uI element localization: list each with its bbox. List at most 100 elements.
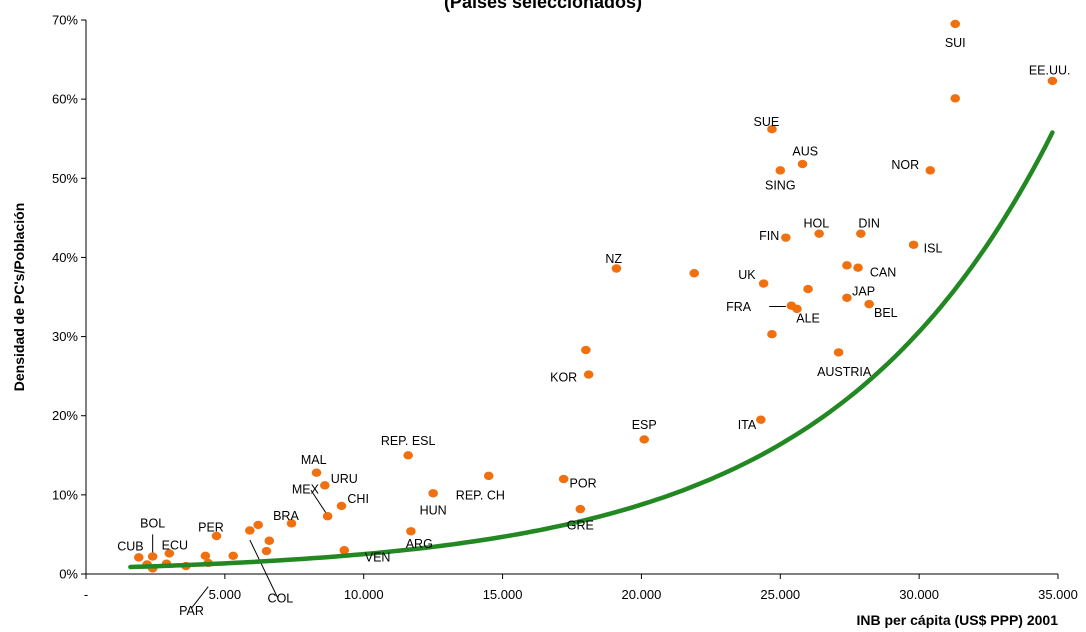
y-tick-label: 0% bbox=[59, 567, 78, 582]
data-point bbox=[253, 520, 263, 530]
leader-line bbox=[191, 586, 209, 609]
point-label: BRA bbox=[273, 509, 299, 523]
point-label: JAP bbox=[852, 284, 875, 298]
x-tick-label: 5.000 bbox=[209, 587, 242, 602]
data-point bbox=[403, 451, 413, 460]
data-point bbox=[856, 229, 866, 238]
point-label: FRA bbox=[726, 300, 752, 314]
point-label: AUSTRIA bbox=[817, 365, 872, 379]
y-tick-label: 70% bbox=[52, 13, 78, 28]
point-label: COL bbox=[268, 591, 294, 605]
point-label: CAN bbox=[870, 265, 896, 279]
y-tick-label: 10% bbox=[52, 487, 78, 502]
point-label: BEL bbox=[874, 306, 898, 320]
trend-line bbox=[128, 130, 1055, 570]
point-label: MEX bbox=[292, 482, 320, 496]
data-point bbox=[775, 166, 786, 175]
x-tick-label: 25.000 bbox=[760, 587, 800, 602]
data-point bbox=[322, 512, 333, 521]
leader-line bbox=[310, 489, 329, 516]
data-point bbox=[797, 159, 808, 169]
data-point bbox=[245, 526, 255, 535]
data-point bbox=[639, 435, 650, 444]
point-label: ECU bbox=[162, 538, 188, 552]
y-tick-label: 20% bbox=[52, 408, 78, 423]
point-label: AUS bbox=[792, 144, 818, 158]
point-label: SING bbox=[765, 178, 796, 192]
point-label: KOR bbox=[550, 371, 577, 385]
point-label: EE.UU. bbox=[1029, 64, 1071, 78]
data-points bbox=[133, 19, 1058, 573]
data-point bbox=[767, 125, 777, 134]
data-point bbox=[814, 229, 824, 238]
data-point bbox=[853, 263, 863, 272]
data-point bbox=[339, 546, 350, 555]
data-point bbox=[950, 19, 961, 29]
x-axis-title: INB per cápita (US$ PPP) 2001 bbox=[856, 612, 1058, 628]
point-label: ALE bbox=[796, 311, 820, 325]
point-label: REP. ESL bbox=[381, 434, 436, 448]
data-point bbox=[583, 370, 594, 379]
point-label: POR bbox=[570, 477, 597, 491]
leader-lines bbox=[152, 305, 786, 609]
point-label: ISL bbox=[924, 242, 943, 256]
data-point bbox=[558, 474, 569, 484]
data-point bbox=[211, 531, 222, 541]
data-point bbox=[228, 551, 238, 560]
y-tick-label: 40% bbox=[52, 250, 78, 265]
x-tick-label: 35.000 bbox=[1038, 587, 1078, 602]
data-point bbox=[133, 553, 144, 562]
data-point bbox=[767, 329, 777, 339]
data-point bbox=[842, 261, 852, 270]
point-label: NZ bbox=[605, 252, 622, 266]
data-point bbox=[758, 279, 769, 288]
data-point bbox=[792, 304, 802, 314]
x-tick-label: - bbox=[84, 587, 88, 602]
data-point bbox=[311, 468, 322, 477]
data-point bbox=[406, 527, 416, 536]
point-label: CUB bbox=[117, 539, 143, 553]
x-tick-label: 30.000 bbox=[899, 587, 939, 602]
y-axis-ticks: 0% 10% 20% 30% 40% 50% 60% 70% bbox=[52, 13, 86, 582]
data-point bbox=[261, 546, 272, 556]
point-label: MAL bbox=[301, 453, 327, 467]
point-label: ITA bbox=[738, 418, 757, 432]
x-tick-label: 15.000 bbox=[483, 587, 523, 602]
point-label: DIN bbox=[858, 216, 880, 230]
point-label: HOL bbox=[804, 216, 830, 230]
data-point bbox=[483, 471, 494, 481]
point-label: ESP bbox=[632, 418, 657, 432]
data-point bbox=[842, 293, 852, 302]
data-point bbox=[286, 519, 297, 528]
point-label: PAR bbox=[179, 604, 204, 618]
point-label: CHI bbox=[347, 492, 369, 506]
data-point bbox=[925, 166, 936, 175]
data-point bbox=[756, 415, 766, 424]
data-point bbox=[200, 551, 211, 560]
data-point bbox=[428, 489, 438, 498]
data-point bbox=[781, 233, 791, 242]
data-point bbox=[164, 549, 175, 558]
data-point bbox=[1047, 76, 1058, 86]
point-label: HUN bbox=[420, 504, 447, 518]
y-axis-title: Densidad de PC's/Población bbox=[11, 203, 27, 391]
x-axis-ticks: - 5.000 10.000 15.000 20.000 25.000 30.000 35.0… bbox=[84, 574, 1078, 602]
point-label: UK bbox=[738, 268, 756, 282]
data-point bbox=[611, 264, 622, 273]
data-point bbox=[908, 240, 919, 249]
plot-area: 0% 10% 20% 30% 40% 50% 60% 70% - 5.000 10.000 15.0… bbox=[52, 13, 1078, 619]
data-point bbox=[264, 536, 275, 545]
data-point bbox=[147, 552, 158, 561]
y-tick-label: 60% bbox=[52, 92, 78, 107]
y-tick-label: 50% bbox=[52, 171, 78, 186]
data-point bbox=[864, 299, 874, 309]
point-label: URU bbox=[331, 472, 358, 486]
point-label: NOR bbox=[891, 158, 919, 172]
data-point bbox=[950, 94, 961, 103]
data-point bbox=[581, 345, 591, 355]
data-point bbox=[803, 284, 813, 294]
point-label: ARG bbox=[406, 537, 433, 551]
point-label: SUI bbox=[945, 36, 966, 50]
leader-line bbox=[249, 539, 279, 598]
